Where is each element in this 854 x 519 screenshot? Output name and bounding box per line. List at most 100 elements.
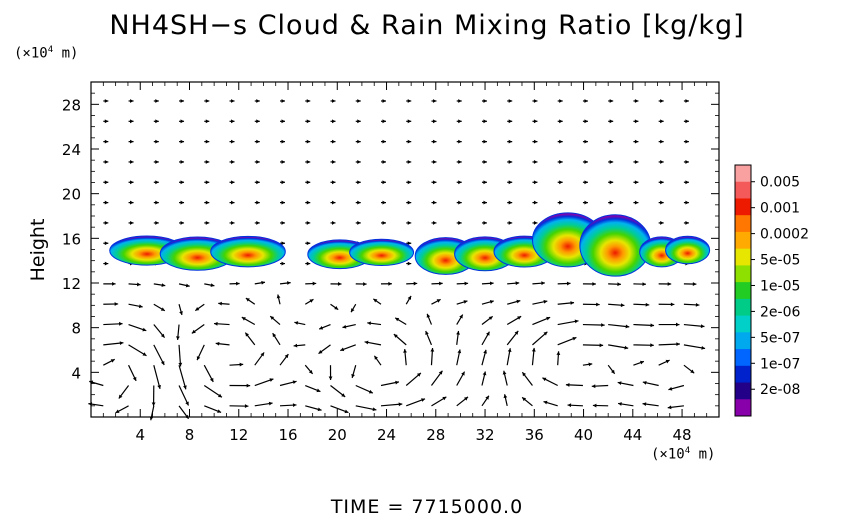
- wind-vector-head: [609, 99, 614, 103]
- wind-vector-head: [617, 381, 622, 386]
- wind-vector-head: [231, 160, 235, 164]
- colorbar-swatch: [735, 248, 751, 266]
- wind-vector-head: [306, 139, 311, 144]
- wind-vector-head: [239, 362, 244, 367]
- wind-vector-head: [483, 99, 487, 103]
- wind-vector-head: [205, 200, 210, 205]
- wind-vector-head: [218, 301, 222, 306]
- wind-vector-head: [130, 200, 134, 205]
- wind-vector-head: [395, 380, 399, 385]
- colorbar-swatch: [735, 165, 751, 183]
- wind-vector-head: [318, 349, 323, 354]
- wind-vector-head: [609, 139, 614, 144]
- wind-vector-head: [281, 241, 286, 246]
- wind-vector-head: [281, 180, 286, 185]
- wind-vector-head: [281, 119, 286, 124]
- wind-vector-head: [685, 221, 689, 225]
- wind-vector-head: [180, 99, 185, 103]
- wind-vector-head: [609, 200, 614, 205]
- wind-vector: [658, 343, 680, 346]
- wind-vector-head: [357, 221, 361, 225]
- wind-vector-head: [634, 139, 639, 144]
- wind-vector-head: [456, 330, 460, 335]
- wind-vector-head: [642, 380, 647, 385]
- chart-title: NH4SH−s Cloud & Rain Mixing Ratio [kg/kg…: [109, 10, 745, 41]
- wind-vector-head: [645, 302, 650, 307]
- wind-vector-head: [256, 200, 260, 205]
- colorbar-swatch: [735, 332, 751, 350]
- wind-vector-head: [104, 180, 109, 185]
- wind-vector-head: [256, 99, 260, 103]
- wind-vector-head: [592, 282, 596, 286]
- wind-vector-head: [115, 409, 120, 413]
- wind-vector-head: [104, 221, 109, 225]
- wind-vector-head: [382, 221, 386, 225]
- wind-vector-head: [160, 333, 165, 338]
- wind-vector-head: [531, 347, 536, 352]
- wind-vector-head: [442, 396, 447, 401]
- wind-vector-head: [407, 241, 412, 246]
- colorbar-swatch: [735, 349, 751, 367]
- colorbar-swatch: [735, 198, 751, 216]
- wind-vector-head: [432, 160, 437, 164]
- wind-vector-head: [559, 160, 563, 164]
- wind-vector-head: [138, 304, 143, 309]
- wind-vector-head: [522, 397, 527, 402]
- wind-vector-head: [609, 180, 614, 185]
- wind-vector-head: [584, 200, 588, 205]
- wind-vector-head: [373, 298, 378, 303]
- wind-vector-head: [142, 327, 147, 332]
- wind-vector-head: [609, 160, 614, 164]
- wind-vector-head: [317, 407, 322, 412]
- wind-vector-head: [142, 352, 147, 356]
- wind-vector-head: [236, 281, 240, 286]
- wind-vector-head: [502, 370, 507, 375]
- wind-vector-head: [533, 139, 538, 144]
- wind-vector-head: [634, 99, 639, 103]
- colorbar-label: 2e-08: [760, 382, 800, 398]
- wind-vector-head: [634, 119, 639, 124]
- wind-vector-head: [463, 300, 468, 304]
- colorbar-label: 5e-07: [760, 330, 800, 346]
- wind-vector-head: [334, 306, 339, 310]
- wind-vector: [153, 344, 165, 366]
- wind-vector-head: [398, 402, 403, 407]
- wind-vector-head: [179, 311, 183, 315]
- wind-vector-head: [432, 119, 437, 124]
- wind-vector-head: [306, 221, 311, 225]
- wind-vector-head: [650, 323, 655, 328]
- wind-vector-head: [306, 180, 311, 185]
- wind-vector-head: [308, 369, 313, 374]
- wind-vector-head: [559, 180, 563, 185]
- wind-vector-head: [660, 139, 664, 144]
- wind-vector-head: [256, 119, 260, 124]
- wind-vector-head: [357, 99, 361, 103]
- wind-vector-head: [176, 336, 180, 340]
- wind-vector-head: [231, 99, 235, 103]
- x-tick-label: 44: [623, 426, 642, 444]
- wind-vector-head: [574, 319, 579, 324]
- wind-vector-head: [618, 402, 622, 406]
- x-tick-label: 12: [229, 426, 248, 444]
- wind-vector-head: [272, 333, 277, 338]
- wind-vector-head: [112, 281, 116, 286]
- wind-vector-head: [256, 139, 260, 144]
- wind-vector-head: [382, 180, 386, 185]
- wind-vector-head: [195, 306, 200, 311]
- wind-vector-head: [276, 294, 281, 299]
- wind-vector-head: [426, 313, 431, 318]
- wind-vector-head: [331, 221, 336, 225]
- wind-vector-head: [293, 343, 298, 348]
- wind-vector-head: [244, 404, 249, 409]
- y-tick-label: 16: [62, 230, 81, 248]
- x-tick-label: 32: [475, 426, 494, 444]
- cloud-region: [531, 212, 652, 277]
- wind-vector-head: [231, 180, 235, 185]
- colorbar-swatch: [735, 365, 751, 384]
- wind-vector-head: [367, 321, 371, 326]
- wind-vector-head: [269, 378, 274, 382]
- wind-vector-head: [407, 261, 412, 266]
- wind-vector-head: [407, 221, 412, 225]
- wind-vector-head: [160, 360, 165, 365]
- wind-vector-head: [407, 139, 412, 144]
